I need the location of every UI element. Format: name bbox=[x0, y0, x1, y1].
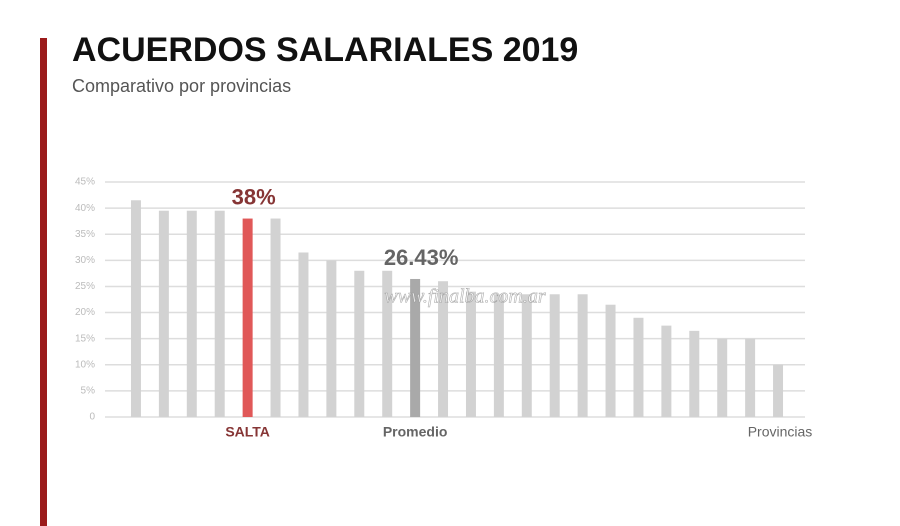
bar bbox=[661, 325, 672, 417]
bar bbox=[130, 200, 141, 417]
bar bbox=[298, 252, 309, 417]
y-tick-label: 25% bbox=[75, 281, 95, 292]
bar bbox=[382, 270, 393, 417]
bar bbox=[270, 218, 281, 417]
accent-bar bbox=[40, 38, 47, 526]
y-tick-label: 5% bbox=[81, 386, 96, 397]
y-tick-label: 45% bbox=[75, 177, 95, 188]
bar bbox=[549, 294, 560, 417]
bar bbox=[717, 338, 728, 417]
y-tick-label: 10% bbox=[75, 359, 95, 370]
y-tick-label: 0 bbox=[89, 412, 95, 423]
bar bbox=[465, 291, 476, 417]
bar bbox=[689, 330, 700, 417]
x-tick-label: SALTA bbox=[225, 424, 270, 440]
chart-title: ACUERDOS SALARIALES 2019 bbox=[72, 31, 578, 69]
chart-subtitle: Comparativo por provincias bbox=[72, 76, 291, 96]
y-tick-label: 30% bbox=[75, 255, 95, 266]
x-tick-label: Promedio bbox=[383, 424, 448, 440]
bar bbox=[354, 270, 365, 417]
bar bbox=[521, 294, 532, 417]
bar bbox=[438, 281, 449, 417]
x-axis-label: Provincias bbox=[748, 424, 813, 440]
bar bbox=[158, 210, 169, 417]
bar bbox=[214, 210, 225, 417]
bar bbox=[242, 218, 253, 417]
bar bbox=[633, 317, 644, 417]
bar bbox=[605, 304, 616, 417]
y-tick-label: 35% bbox=[75, 229, 95, 240]
bar bbox=[410, 278, 421, 417]
bar bbox=[186, 210, 197, 417]
value-label: 38% bbox=[232, 184, 276, 209]
value-label: 26.43% bbox=[384, 245, 459, 270]
y-tick-label: 40% bbox=[75, 203, 95, 214]
bar bbox=[773, 364, 784, 417]
bar bbox=[577, 294, 588, 417]
bar bbox=[326, 260, 337, 417]
watermark: www.finalba.com.ar bbox=[384, 286, 546, 308]
y-tick-label: 20% bbox=[75, 307, 95, 318]
y-tick-label: 15% bbox=[75, 333, 95, 344]
bar bbox=[493, 294, 504, 417]
bar bbox=[745, 338, 756, 417]
